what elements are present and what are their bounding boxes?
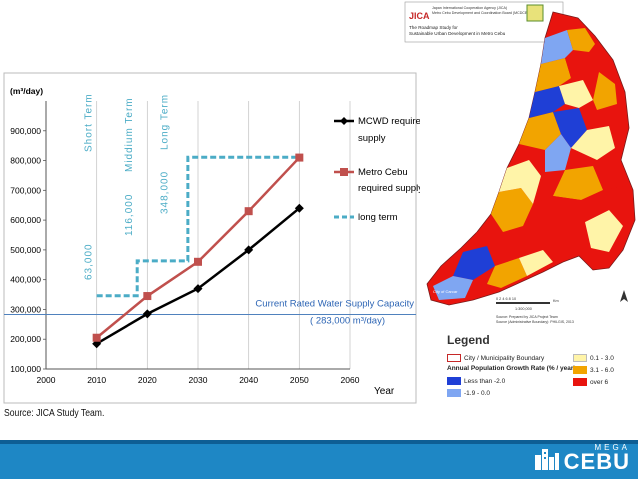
jica-logo-text: JICA [409,11,430,21]
y-tick-label: 600,000 [10,215,41,225]
legend-boundary-swatch [447,354,461,362]
capacity-value-label: ( 283,000 m³/day) [310,316,385,327]
x-tick-label: 2060 [341,375,360,385]
map-source-line1: Source: Prepared by JICA Project Team [496,315,558,319]
x-axis-title: Year [374,386,395,397]
data-point [244,245,254,255]
data-point [294,203,304,213]
data-point [143,292,152,301]
term-labels: Short Term 63,000 Middium Term 116,000 Long … [84,93,171,280]
x-tick-labels: 2000 2010 2020 2030 2040 2050 2060 [37,375,360,385]
legend-item-1: Less than -2.0 [447,377,505,385]
legend-item-5: over 6 [573,378,608,386]
footer-stripe [0,440,638,444]
y-tick-label: 800,000 [10,156,41,166]
water-supply-chart: (m³/day) 100,000 200,000 300,000 400,000 500… [3,72,420,404]
legend-swatch-3 [573,354,587,362]
legend-swatch-4 [573,366,587,374]
data-point [194,257,202,266]
mcdcb-logo [526,4,544,22]
legend-metro-label-1: Metro Cebu [358,167,408,178]
y-tick-label: 700,000 [10,185,41,195]
y-tick-label: 500,000 [10,245,41,255]
legend-boundary-label: City / Municipality Boundary [464,354,545,362]
footer-bar: MEGA CEBU [0,440,638,479]
legend-label-2: -1.9 - 0.0 [464,389,491,397]
mega-cebu-logo: MEGA CEBU [534,443,630,474]
long-term-line [96,155,300,298]
jica-logo [408,8,430,22]
term-amount-label: 348,000 [160,171,171,214]
x-tick-label: 2000 [37,375,56,385]
legend-swatch-2 [447,389,461,397]
map-scale-text: 0 2 4 6 8 10 [496,297,516,301]
map-legend-title: Legend [447,333,490,347]
city-skyline-icon [534,448,559,470]
x-tick-label: 2020 [138,375,157,385]
data-point [92,333,101,342]
legend-mcwd-marker [340,117,348,125]
map-header-line1: Japan International Cooperation Agency (… [432,6,507,10]
y-axis-title: (m³/day) [10,86,43,96]
y-tick-labels: 100,000 200,000 300,000 400,000 500,000 600,0… [10,126,41,374]
legend-item-2: -1.9 - 0.0 [447,389,490,397]
term-label: Middium Term [124,97,135,172]
map-city-label: City of Carcar [433,289,458,294]
map-scale-unit: Km [553,299,559,303]
chart-legend: MCWD required supply Metro Cebu required… [334,116,420,223]
term-amount-label: 116,000 [124,194,135,236]
term-label: Long Term [160,94,171,150]
map-source-line2: Source (Administrative Boundary): PHILGI… [496,320,574,324]
y-tick-label: 100,000 [10,364,41,374]
map-graphic: JICA Japan International Cooperation Age… [404,1,636,324]
x-tick-label: 2030 [189,375,208,385]
term-label: Short Term [84,93,95,152]
legend-label-1: Less than -2.0 [464,377,506,385]
legend-boundary-row: City / Municipality Boundary [447,354,544,362]
legend-label-4: 3.1 - 6.0 [590,366,614,374]
series-layer [92,153,304,349]
capacity-label: Current Rated Water Supply Capacity [255,299,414,310]
x-tick-label: 2050 [290,375,309,385]
data-point [142,309,152,319]
chart-source-note: Source: JICA Study Team. [4,407,105,419]
legend-label-3: 0.1 - 3.0 [590,354,614,362]
data-point [193,284,203,294]
brand-mega: MEGA [594,443,630,452]
map-landmass [426,11,636,306]
chart-axes [43,101,350,370]
legend-swatch-5 [573,378,587,386]
legend-mcwd-label-1: MCWD required [358,116,420,127]
legend-growth-title: Annual Population Growth Rate (% / year) [447,365,576,372]
population-growth-map: JICA Japan International Cooperation Age… [403,0,638,332]
data-point [295,153,304,162]
chart-grid [96,101,351,369]
term-amount-label: 63,000 [84,243,95,280]
legend-item-3: 0.1 - 3.0 [573,354,614,362]
legend-label-5: over 6 [590,378,609,386]
x-tick-label: 2040 [239,375,258,385]
map-header-line2: Metro Cebu Development and Coordination … [432,11,528,15]
legend-mcwd-label-2: supply [358,133,386,144]
y-tick-label: 200,000 [10,334,41,344]
data-point [244,207,253,216]
brand-cebu: CEBU [563,449,630,474]
y-tick-label: 900,000 [10,126,41,136]
legend-swatch-1 [447,377,461,385]
map-scale-bar [496,302,550,304]
map-legend: Legend City / Municipality Boundary Annu… [445,332,638,422]
legend-item-4: 3.1 - 6.0 [573,366,614,374]
y-tick-label: 300,000 [10,304,41,314]
north-arrow [620,290,628,302]
legend-metro-marker [340,168,348,176]
map-header-line4: Sustainable Urban Development in Metro C… [409,31,506,36]
map-header-line3: The Roadmap Study for [409,25,458,30]
map-scale-ratio: 1:300,000 [515,307,532,311]
x-tick-label: 2010 [87,375,106,385]
y-tick-label: 400,000 [10,275,41,285]
legend-metro-label-2: required supply [358,183,420,194]
chart-background [3,72,417,404]
legend-longterm-label: long term [358,212,398,223]
